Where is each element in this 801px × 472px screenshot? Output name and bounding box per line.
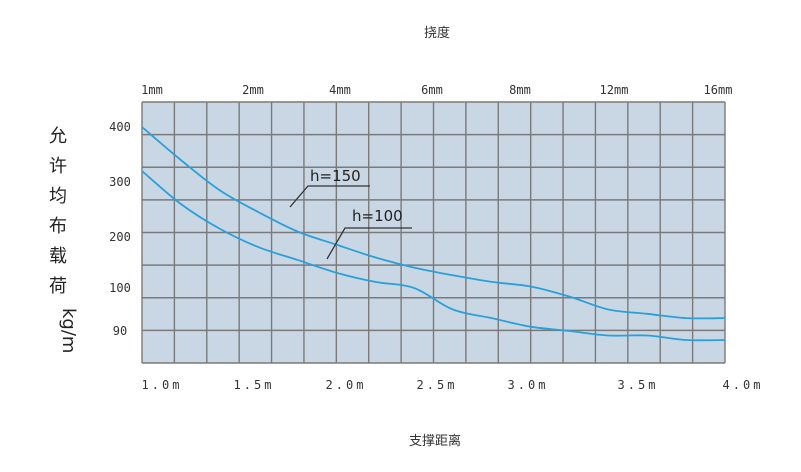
- x-tick-label: 3.0m: [508, 378, 549, 392]
- curves: [141, 126, 726, 342]
- annotation-label-h150: h=150: [310, 167, 361, 185]
- deflection-tick-label: 8mm: [509, 83, 531, 97]
- deflection-tick-label: 12mm: [600, 83, 629, 97]
- x-tick-label: 1.0m: [142, 378, 183, 392]
- y-axis-label-char: 荷: [49, 276, 67, 297]
- deflection-tick-labels: 1mm 2mm 4mm 6mm 8mm 12mm 16mm: [141, 83, 732, 97]
- y-axis-unit: kg/m: [58, 308, 79, 353]
- x-tick-label: 4.0m: [723, 378, 764, 392]
- deflection-tick-label: 2mm: [242, 83, 264, 97]
- x-tick-label: 2.5m: [417, 378, 458, 392]
- x-tick-labels: 1.0m 1.5m 2.0m 2.5m 3.0m 3.5m 4.0m: [142, 378, 764, 392]
- deflection-tick-label: 6mm: [421, 83, 443, 97]
- y-tick-label: 90: [113, 324, 127, 338]
- y-tick-label: 200: [109, 230, 131, 244]
- annotation-label-h100: h=100: [352, 207, 403, 225]
- x-axis-label: 支撑距离: [409, 433, 461, 449]
- y-axis-label-char: 载: [49, 246, 67, 267]
- y-axis-label-char: 许: [49, 156, 67, 177]
- y-tick-label: 100: [109, 281, 131, 295]
- x-tick-label: 3.5m: [618, 378, 659, 392]
- grid-lines: [141, 101, 726, 364]
- y-axis-label-char: 布: [49, 216, 67, 237]
- y-tick-label: 400: [109, 120, 131, 134]
- series-line-h150: [141, 126, 726, 320]
- x-tick-label: 1.5m: [234, 378, 275, 392]
- series-line-h100: [141, 170, 726, 342]
- deflection-tick-label: 1mm: [141, 83, 163, 97]
- y-axis-label-char: 允: [49, 126, 67, 147]
- x-tick-label: 2.0m: [326, 378, 367, 392]
- y-tick-labels: 400 300 200 100 90: [109, 120, 131, 338]
- annotation-leader-h150: [289, 185, 370, 208]
- annotation-leader-h100: [326, 227, 412, 260]
- deflection-tick-label: 4mm: [329, 83, 351, 97]
- y-tick-label: 300: [109, 175, 131, 189]
- curve-annotations: h=150 h=100: [289, 167, 412, 260]
- y-axis-label-char: 均: [49, 186, 67, 207]
- chart-title: 挠度: [424, 25, 450, 41]
- deflection-tick-label: 16mm: [704, 83, 733, 97]
